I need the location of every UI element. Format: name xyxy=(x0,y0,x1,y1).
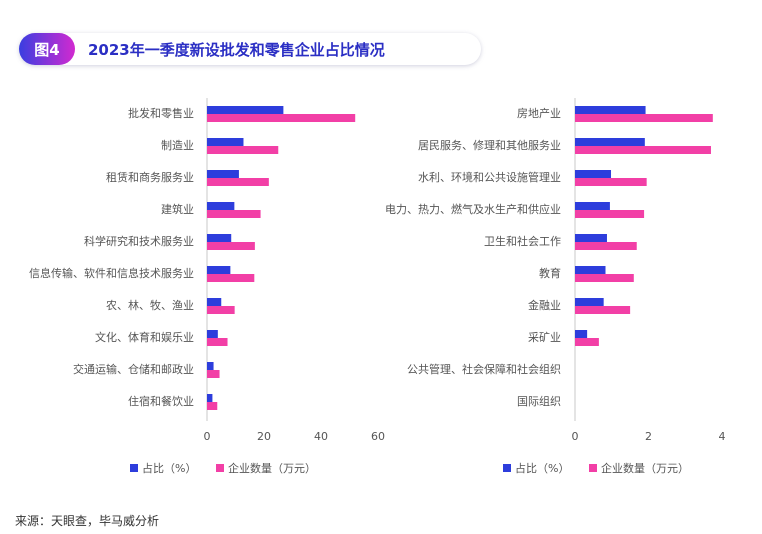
share-bar xyxy=(575,138,645,146)
category-label: 住宿和餐饮业 xyxy=(128,394,194,408)
count-bar xyxy=(207,338,228,346)
count-bar xyxy=(575,146,711,154)
count-bar xyxy=(575,306,631,314)
category-label: 农、林、牧、渔业 xyxy=(106,298,194,312)
category-label: 卫生和社会工作 xyxy=(484,234,561,248)
legend-swatch-count xyxy=(216,464,224,472)
share-bar xyxy=(207,138,244,146)
share-bar xyxy=(207,330,218,338)
chart-title: 2023年一季度新设批发和零售企业占比情况 xyxy=(88,40,385,59)
share-bar xyxy=(207,394,213,402)
category-label: 房地产业 xyxy=(517,106,561,120)
figure-badge: 图4 xyxy=(19,33,75,65)
legend-swatch-count xyxy=(589,464,597,472)
category-label: 教育 xyxy=(539,266,561,280)
x-tick-label: 2 xyxy=(645,430,652,443)
share-bar xyxy=(575,106,646,114)
count-bar xyxy=(207,242,255,250)
category-label: 制造业 xyxy=(161,138,194,152)
share-bar xyxy=(207,202,235,210)
category-label: 文化、体育和娱乐业 xyxy=(95,330,194,344)
category-label: 水利、环境和公共设施管理业 xyxy=(418,170,561,184)
category-label: 租赁和商务服务业 xyxy=(106,170,194,184)
count-bar xyxy=(575,114,713,122)
x-tick-label: 40 xyxy=(314,430,328,443)
share-bar xyxy=(207,266,231,274)
count-bar xyxy=(207,370,220,378)
legend-label-count: 企业数量（万元） xyxy=(228,461,316,475)
x-tick-label: 20 xyxy=(257,430,271,443)
count-bar xyxy=(575,242,637,250)
share-bar xyxy=(207,106,284,114)
count-bar xyxy=(575,338,599,346)
share-bar xyxy=(207,234,232,242)
category-label: 采矿业 xyxy=(528,331,561,344)
legend-label-count: 企业数量（万元） xyxy=(601,461,689,475)
x-tick-label: 4 xyxy=(719,430,726,443)
share-bar xyxy=(207,170,239,178)
share-bar xyxy=(207,362,214,370)
source-note: 来源：天眼查，毕马威分析 xyxy=(15,514,160,528)
share-bar xyxy=(575,170,612,178)
share-bar xyxy=(575,234,607,242)
share-bar xyxy=(575,202,610,210)
share-bar xyxy=(207,298,222,306)
count-bar xyxy=(207,402,218,410)
category-label: 公共管理、社会保障和社会组织 xyxy=(407,362,561,376)
category-label: 居民服务、修理和其他服务业 xyxy=(418,138,561,152)
count-bar xyxy=(207,274,255,282)
count-bar xyxy=(575,274,634,282)
share-bar xyxy=(575,330,588,338)
count-bar xyxy=(207,210,261,218)
x-tick-label: 60 xyxy=(371,430,385,443)
category-label: 电力、热力、燃气及水生产和供应业 xyxy=(385,202,561,216)
x-tick-label: 0 xyxy=(572,430,579,443)
count-bar xyxy=(575,178,647,186)
legend-label-share: 占比（%） xyxy=(142,461,196,475)
legend-swatch-share xyxy=(130,464,138,472)
category-label: 国际组织 xyxy=(517,394,561,408)
category-label: 科学研究和技术服务业 xyxy=(84,234,194,248)
share-bar xyxy=(575,298,604,306)
count-bar xyxy=(207,178,269,186)
category-label: 信息传输、软件和信息技术服务业 xyxy=(29,266,194,280)
count-bar xyxy=(207,306,235,314)
category-label: 批发和零售业 xyxy=(128,106,194,120)
legend-swatch-share xyxy=(503,464,511,472)
x-tick-label: 0 xyxy=(204,430,211,443)
share-bar xyxy=(575,266,606,274)
title-bar xyxy=(19,33,481,65)
category-label: 交通运输、仓储和邮政业 xyxy=(73,362,194,376)
category-label: 金融业 xyxy=(528,298,561,312)
legend-label-share: 占比（%） xyxy=(515,461,569,475)
count-bar xyxy=(575,210,645,218)
count-bar xyxy=(207,146,279,154)
category-label: 建筑业 xyxy=(161,202,194,216)
count-bar xyxy=(207,114,356,122)
